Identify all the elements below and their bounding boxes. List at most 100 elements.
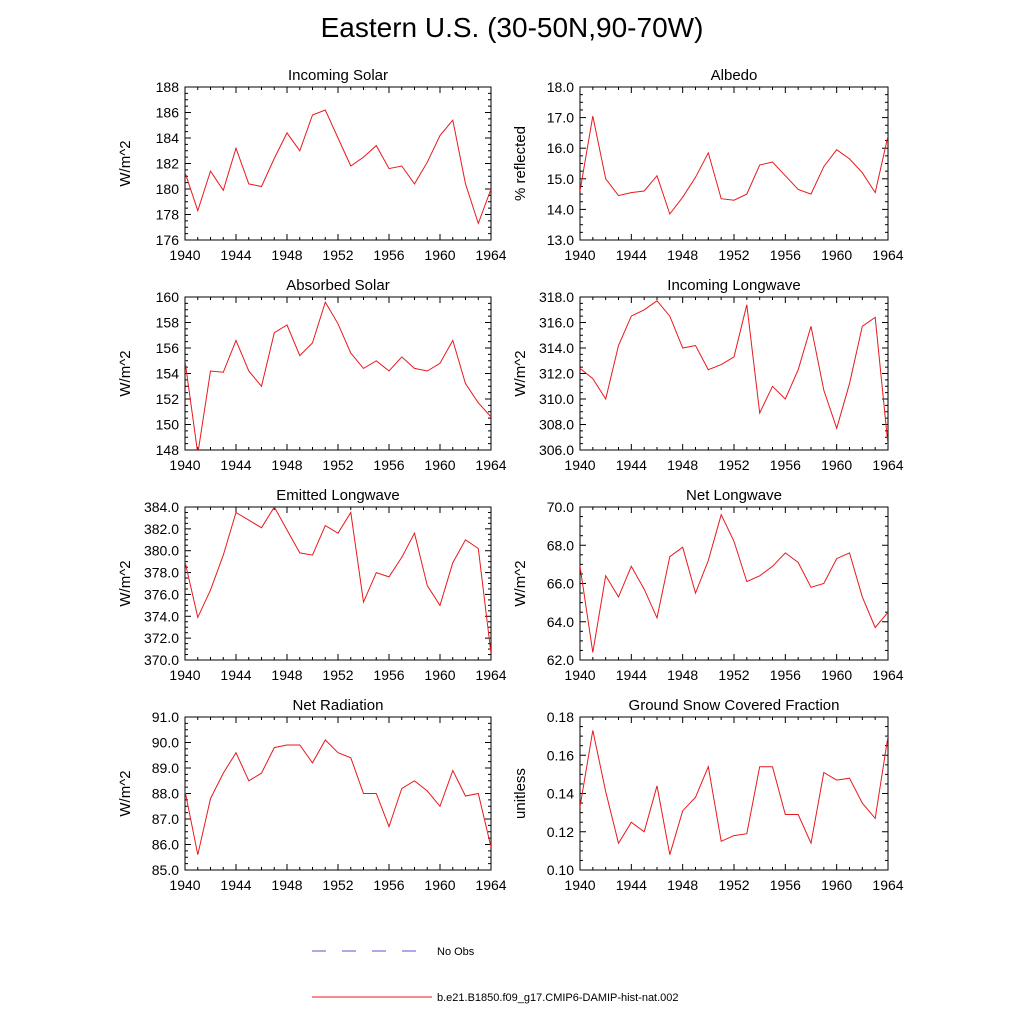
y-tick-label: 178: [156, 207, 180, 223]
series-line-net-longwave: [580, 513, 888, 653]
x-tick-label: 1952: [322, 667, 353, 683]
y-tick-label: 186: [156, 105, 180, 121]
legend-label: b.e21.B1850.f09_g17.CMIP6-DAMIP-hist-nat…: [437, 992, 679, 1004]
x-tick-label: 1956: [770, 247, 801, 263]
x-tick-label: 1956: [770, 877, 801, 893]
y-tick-label: 376.0: [144, 586, 179, 602]
y-tick-label: 382.0: [144, 521, 179, 537]
y-axis-label: W/m^2: [117, 140, 134, 186]
x-tick-label: 1948: [271, 247, 302, 263]
x-tick-label: 1960: [424, 877, 455, 893]
x-tick-label: 1948: [271, 877, 302, 893]
x-tick-label: 1948: [667, 457, 698, 473]
x-tick-label: 1964: [475, 247, 506, 263]
y-tick-label: 0.18: [547, 709, 574, 725]
x-tick-label: 1940: [564, 247, 595, 263]
y-tick-label: 310.0: [539, 391, 574, 407]
y-axis-label: W/m^2: [512, 350, 529, 396]
panel-title: Net Radiation: [293, 697, 384, 714]
y-tick-label: 182: [156, 156, 180, 172]
y-axis-label: W/m^2: [117, 350, 134, 396]
y-tick-label: 188: [156, 79, 180, 95]
plot-frame: [579, 296, 889, 451]
x-tick-label: 1952: [322, 247, 353, 263]
series-line-albedo: [580, 115, 888, 216]
legend: No Obs b.e21.B1850.f09_g17.CMIP6-DAMIP-hi…: [312, 946, 679, 1004]
x-tick-label: 1940: [169, 247, 200, 263]
y-tick-label: 18.0: [547, 79, 574, 95]
x-tick-label: 1940: [169, 877, 200, 893]
x-tick-label: 1948: [667, 877, 698, 893]
plot-frame: [184, 296, 492, 451]
panel-title: Absorbed Solar: [286, 277, 389, 294]
plot-frame: [579, 716, 889, 871]
x-tick-label: 1952: [718, 667, 749, 683]
legend-label: No Obs: [437, 946, 475, 958]
x-tick-label: 1960: [821, 457, 852, 473]
plot-frame: [579, 86, 889, 241]
y-tick-label: 384.0: [144, 499, 179, 515]
y-tick-label: 314.0: [539, 340, 574, 356]
y-tick-label: 68.0: [547, 537, 574, 553]
x-tick-label: 1964: [872, 457, 903, 473]
x-tick-label: 1948: [667, 667, 698, 683]
y-tick-label: 180: [156, 181, 180, 197]
x-tick-label: 1956: [373, 457, 404, 473]
y-axis-label: W/m^2: [512, 560, 529, 606]
y-tick-label: 89.0: [152, 760, 179, 776]
x-tick-label: 1964: [872, 247, 903, 263]
series-line-emitted-longwave: [185, 507, 491, 654]
y-tick-label: 70.0: [547, 499, 574, 515]
y-tick-label: 91.0: [152, 709, 179, 725]
y-tick-label: 0.14: [547, 786, 574, 802]
y-tick-label: 88.0: [152, 786, 179, 802]
panel-net-radiation: Net Radiation 1940 1944 1948 1952 1956 1960 196…: [117, 697, 507, 893]
y-tick-label: 312.0: [539, 366, 574, 382]
x-tick-label: 1952: [718, 457, 749, 473]
x-tick-label: 1948: [271, 457, 302, 473]
y-tick-label: 370.0: [144, 652, 179, 668]
x-tick-label: 1944: [220, 877, 251, 893]
y-tick-label: 152: [156, 391, 180, 407]
y-tick-label: 158: [156, 315, 180, 331]
x-tick-label: 1964: [475, 457, 506, 473]
y-tick-label: 372.0: [144, 630, 179, 646]
plot-frame: [579, 506, 889, 661]
series-line-ground-snow-covered-fraction: [580, 730, 888, 855]
panel-title: Net Longwave: [686, 487, 782, 504]
x-tick-label: 1944: [220, 457, 251, 473]
x-tick-label: 1944: [616, 457, 647, 473]
panel-title: Incoming Longwave: [667, 277, 800, 294]
y-tick-label: 184: [156, 130, 180, 146]
x-tick-label: 1944: [616, 877, 647, 893]
series-line-incoming-solar: [185, 109, 491, 225]
y-axis-label: W/m^2: [117, 770, 134, 816]
y-tick-label: 0.12: [547, 824, 574, 840]
series-line-net-radiation: [185, 739, 491, 855]
x-tick-label: 1940: [564, 457, 595, 473]
y-tick-label: 16.0: [547, 140, 574, 156]
y-tick-label: 306.0: [539, 442, 574, 458]
y-tick-label: 308.0: [539, 417, 574, 433]
y-tick-label: 85.0: [152, 862, 179, 878]
x-tick-label: 1948: [271, 667, 302, 683]
x-tick-label: 1960: [821, 667, 852, 683]
x-tick-label: 1956: [373, 667, 404, 683]
y-tick-label: 87.0: [152, 811, 179, 827]
x-tick-label: 1960: [424, 457, 455, 473]
series-line-incoming-longwave: [580, 300, 888, 445]
y-tick-label: 378.0: [144, 565, 179, 581]
y-tick-label: 318.0: [539, 289, 574, 305]
y-tick-label: 86.0: [152, 837, 179, 853]
y-tick-label: 13.0: [547, 232, 574, 248]
panel-albedo: Albedo 1940 1944 1948 1952 1956 1960 1964 13.0 14…: [512, 67, 904, 263]
y-axis-label: unitless: [512, 768, 529, 819]
panel-title: Incoming Solar: [288, 67, 388, 84]
y-axis-label: W/m^2: [117, 560, 134, 606]
x-tick-label: 1940: [169, 457, 200, 473]
x-tick-label: 1940: [564, 667, 595, 683]
panel-net-longwave: Net Longwave 1940 1944 1948 1952 1956 1960 1964…: [512, 487, 904, 683]
panel-ground-snow-covered-fraction: Ground Snow Covered Fraction 1940 1944 1948…: [512, 697, 904, 893]
x-tick-label: 1952: [718, 247, 749, 263]
